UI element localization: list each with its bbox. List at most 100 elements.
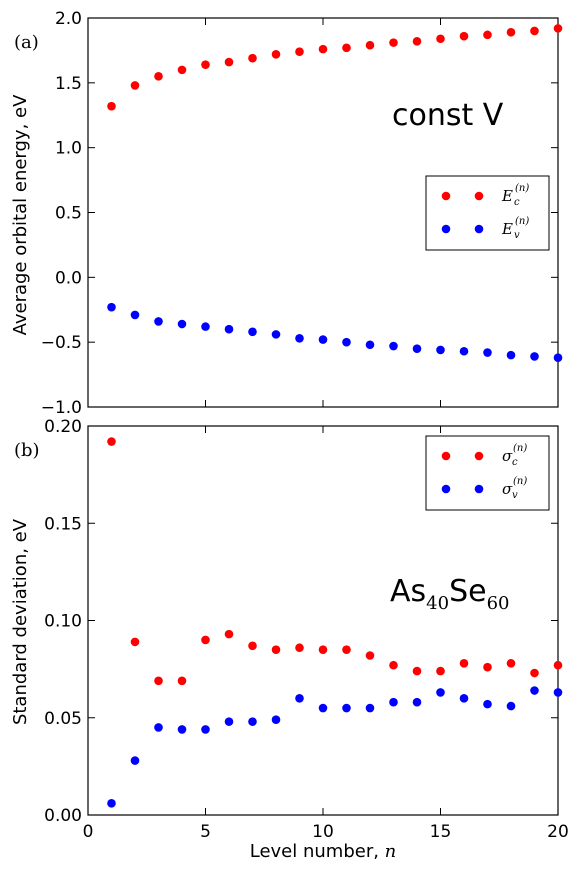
y-tick-label-a: −0.5 bbox=[41, 333, 82, 353]
legend-b: σ c (n) σ v (n) bbox=[425, 435, 550, 511]
y-axis-label-a: Average orbital energy, eV bbox=[10, 94, 31, 336]
point-b-c-5 bbox=[201, 635, 210, 645]
legend-marker-sv-1 bbox=[441, 484, 451, 494]
point-b-c-10 bbox=[318, 645, 328, 654]
point-a-v-15 bbox=[436, 345, 445, 355]
point-a-v-6 bbox=[224, 324, 234, 334]
point-b-c-18 bbox=[506, 658, 516, 668]
point-b-v-18 bbox=[506, 701, 516, 711]
legend-label-sc: σ bbox=[502, 447, 513, 465]
point-a-v-13 bbox=[389, 341, 398, 351]
point-b-v-16 bbox=[459, 694, 469, 703]
point-a-v-10 bbox=[318, 335, 328, 344]
point-a-c-2 bbox=[130, 81, 140, 90]
point-a-c-18 bbox=[506, 27, 516, 37]
point-b-v-10 bbox=[318, 703, 328, 713]
point-a-v-19 bbox=[530, 352, 539, 361]
point-b-c-12 bbox=[365, 651, 375, 660]
panel-b: 0.00 0.05 0.10 0.15 0.20 0 5 10 15 20 (b) As40Se6… bbox=[10, 417, 569, 862]
point-b-c-7 bbox=[248, 641, 257, 651]
point-b-c-2 bbox=[130, 637, 140, 647]
point-b-v-8 bbox=[271, 715, 281, 724]
legend-sup-sc: (n) bbox=[513, 443, 527, 454]
x-tick-label: 5 bbox=[200, 822, 211, 842]
y-tick-label-a: 1.5 bbox=[55, 74, 82, 94]
y-tick-label-b: 0.15 bbox=[44, 514, 82, 534]
point-b-v-7 bbox=[248, 717, 257, 726]
point-b-v-6 bbox=[224, 717, 234, 726]
points-b bbox=[107, 437, 563, 808]
point-b-v-4 bbox=[177, 725, 187, 734]
y-tick-label-a: 0.0 bbox=[55, 268, 82, 288]
points-a bbox=[107, 24, 563, 363]
x-tick-label: 0 bbox=[83, 822, 94, 842]
y-tick-label-b: 0.20 bbox=[44, 417, 82, 437]
point-b-v-13 bbox=[389, 697, 398, 707]
point-b-c-19 bbox=[530, 668, 539, 678]
point-b-v-15 bbox=[436, 688, 445, 697]
point-a-v-3 bbox=[154, 317, 163, 326]
point-b-v-11 bbox=[342, 703, 351, 713]
annotation-const-v: const V bbox=[392, 98, 504, 133]
point-b-c-15 bbox=[436, 666, 445, 676]
legend-marker-sc-1 bbox=[441, 451, 451, 461]
point-a-c-14 bbox=[412, 37, 422, 46]
ticks-a: −1.0 −0.5 0.0 0.5 1.0 1.5 2.0 bbox=[41, 9, 559, 418]
point-a-v-4 bbox=[177, 319, 187, 329]
point-b-c-16 bbox=[459, 658, 469, 668]
point-a-v-20 bbox=[553, 353, 563, 363]
y-axis-label-b: Standard deviation, eV bbox=[10, 518, 31, 725]
y-tick-label-a: 2.0 bbox=[55, 9, 82, 29]
point-b-c-14 bbox=[412, 666, 422, 676]
legend-box-b bbox=[425, 435, 550, 511]
legend-sub-sv: v bbox=[512, 490, 518, 501]
x-tick-label: 15 bbox=[430, 822, 452, 842]
point-a-v-7 bbox=[248, 327, 257, 337]
point-a-v-12 bbox=[365, 340, 375, 350]
point-b-v-17 bbox=[483, 699, 492, 709]
point-b-c-3 bbox=[154, 676, 163, 686]
x-axis-label-text: Level number, bbox=[250, 841, 385, 862]
point-a-v-11 bbox=[342, 337, 351, 347]
point-a-c-11 bbox=[342, 43, 351, 53]
point-b-v-2 bbox=[130, 756, 140, 765]
legend-marker-ec-1 bbox=[441, 191, 451, 201]
point-b-v-9 bbox=[295, 694, 304, 703]
y-tick-label-b: 0.10 bbox=[44, 612, 82, 632]
x-tick-label: 10 bbox=[312, 822, 334, 842]
point-b-v-3 bbox=[154, 723, 163, 732]
y-tick-label-a: 1.0 bbox=[55, 139, 82, 159]
point-a-v-1 bbox=[107, 302, 116, 312]
point-a-v-8 bbox=[271, 330, 281, 339]
point-a-v-2 bbox=[130, 310, 140, 320]
panel-a: −1.0 −0.5 0.0 0.5 1.0 1.5 2.0 (a) const V Aver… bbox=[10, 9, 563, 418]
point-b-c-11 bbox=[342, 645, 351, 654]
annotation-sub-40: 40 bbox=[426, 593, 449, 614]
legend-marker-sv-2 bbox=[474, 484, 484, 494]
point-b-v-19 bbox=[530, 686, 539, 695]
annotation-compound: As40Se60 bbox=[390, 574, 509, 614]
point-a-c-15 bbox=[436, 34, 445, 44]
point-a-v-18 bbox=[506, 350, 516, 360]
panel-label-b: (b) bbox=[14, 440, 40, 461]
point-a-c-20 bbox=[553, 24, 563, 33]
legend-a: E c (n) E v (n) bbox=[425, 175, 550, 251]
legend-sup-sv: (n) bbox=[513, 476, 527, 487]
point-a-v-5 bbox=[201, 322, 210, 331]
point-a-c-19 bbox=[530, 26, 539, 36]
point-a-c-5 bbox=[201, 60, 210, 69]
legend-label-ev: E bbox=[501, 220, 513, 238]
point-a-c-7 bbox=[248, 53, 257, 63]
legend-sub-ec: c bbox=[514, 197, 520, 208]
y-tick-label-b: 0.05 bbox=[44, 709, 82, 729]
annotation-se: Se bbox=[449, 574, 487, 609]
point-b-c-8 bbox=[271, 645, 281, 654]
point-a-c-3 bbox=[154, 72, 163, 81]
legend-marker-ev-2 bbox=[474, 224, 484, 234]
y-tick-label-a: −1.0 bbox=[41, 398, 82, 418]
point-a-c-8 bbox=[271, 50, 281, 59]
y-tick-label-b: 0.00 bbox=[44, 806, 82, 826]
annotation-sub-60: 60 bbox=[487, 593, 510, 614]
point-b-c-20 bbox=[553, 660, 563, 670]
x-tick-label: 20 bbox=[547, 822, 569, 842]
